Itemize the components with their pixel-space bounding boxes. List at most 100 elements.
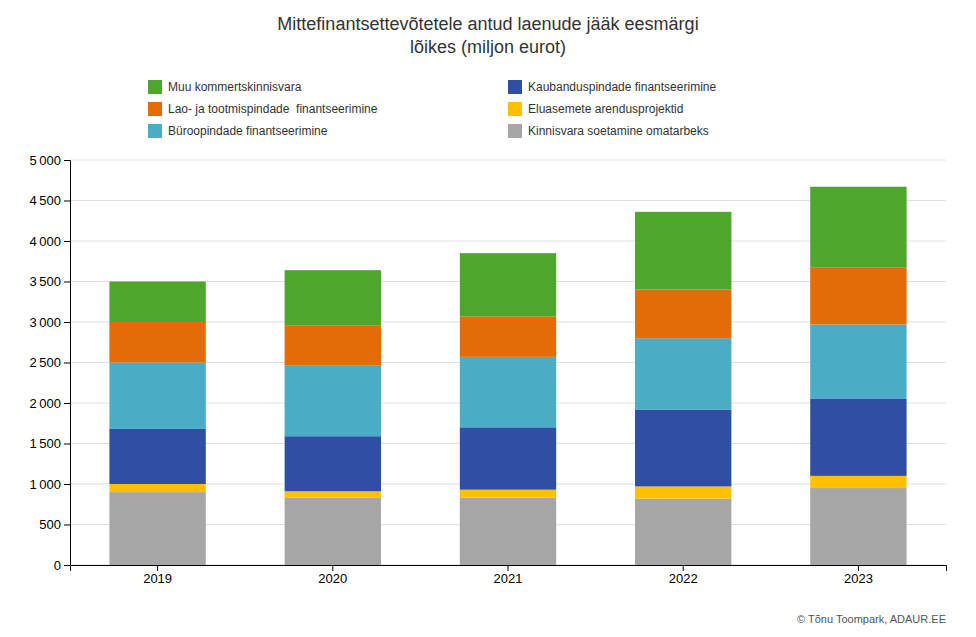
legend-label: Büroopindade finantseerimine (168, 124, 328, 138)
y-tick-mark (64, 444, 70, 445)
x-tick-mark (332, 565, 333, 571)
bar (460, 316, 556, 357)
legend-label: Lao- ja tootmispindade finantseerimine (168, 102, 378, 116)
x-tick: 2019 (143, 565, 172, 586)
x-tick-mark (508, 565, 509, 571)
y-tick: 4 500 (29, 193, 70, 208)
bar (285, 270, 381, 325)
bar (635, 290, 731, 339)
series (109, 187, 906, 326)
bar (109, 484, 205, 492)
bar (285, 436, 381, 491)
y-tick-label: 0 (54, 558, 61, 573)
y-tick-mark (64, 484, 70, 485)
title-line: lõikes (miljon eurot) (410, 37, 566, 57)
x-tick-label: 2019 (143, 571, 172, 586)
bar (810, 399, 906, 476)
y-tick: 500 (39, 517, 70, 532)
bar (109, 322, 205, 363)
bar (109, 429, 205, 484)
title: Mittefinantsettevõtetele antud laenude j… (277, 14, 698, 57)
bar (810, 187, 906, 268)
legend-label: Muu kommertskinnisvara (168, 80, 302, 94)
bars (109, 187, 906, 565)
bar (285, 498, 381, 565)
y-tick: 0 (54, 558, 70, 573)
y-tick-label: 4 000 (29, 234, 61, 249)
x-tick-label: 2020 (318, 571, 347, 586)
y-tick-label: 1 500 (29, 436, 61, 451)
legend-item: Kaubanduspindade finantseerimine (508, 80, 716, 94)
series (109, 488, 906, 565)
y-tick: 5 000 (29, 153, 70, 168)
legend-swatch (508, 124, 522, 138)
y-tick-label: 5 000 (29, 153, 61, 168)
x-tick-label: 2021 (494, 571, 523, 586)
y-tick-label: 3 000 (29, 315, 61, 330)
legend-item: Lao- ja tootmispindade finantseerimine (148, 102, 378, 116)
annotation: © Tõnu Toompark, ADAUR.EE (797, 613, 946, 625)
bar (810, 476, 906, 488)
bar (109, 363, 205, 429)
plot: 0 500 1 000 1 500 2 000 2 500 3 000 3 500 4 000 4… (29, 153, 946, 587)
title-line: Mittefinantsettevõtetele antud laenude j… (277, 14, 698, 34)
y-tick-label: 2 500 (29, 355, 61, 370)
legend-label: Kinnisvara soetamine omatarbeks (528, 124, 709, 138)
bar (635, 212, 731, 290)
legend-item: Muu kommertskinnisvara (148, 80, 302, 94)
x-axis: 2019 2020 2021 2022 2023 (71, 565, 947, 586)
y-tick-label: 3 500 (29, 274, 61, 289)
bar (460, 498, 556, 565)
bar (635, 338, 731, 409)
y-tick: 2 000 (29, 396, 70, 411)
bar (635, 499, 731, 565)
y-tick: 3 000 (29, 315, 70, 330)
y-tick-mark (64, 565, 70, 566)
grid-line (70, 160, 946, 161)
y-tick-mark (64, 403, 70, 404)
y-tick-label: 1 000 (29, 477, 61, 492)
y-tick-label: 500 (39, 517, 61, 532)
y-tick-mark (64, 322, 70, 323)
x-tick: 2023 (844, 565, 873, 586)
bar (810, 488, 906, 565)
x-tick: 2021 (494, 565, 523, 586)
legend-item: Eluasemete arendusprojektid (508, 102, 683, 116)
x-tick: 2020 (318, 565, 347, 586)
y-tick: 2 500 (29, 355, 70, 370)
legend-swatch (508, 102, 522, 116)
legend-label: Eluasemete arendusprojektid (528, 102, 683, 116)
bar (460, 357, 556, 427)
bar (285, 366, 381, 436)
bar (810, 324, 906, 399)
y-tick-mark (64, 282, 70, 283)
legend-swatch (148, 80, 162, 94)
bar (109, 282, 205, 323)
bar (460, 253, 556, 316)
x-tick-mark (858, 565, 859, 571)
y-tick-label: 2 000 (29, 396, 61, 411)
y-tick-mark (64, 160, 70, 161)
legend-item: Büroopindade finantseerimine (148, 124, 328, 138)
bar (285, 325, 381, 366)
grid (70, 160, 946, 565)
y-tick-mark (64, 241, 70, 242)
y-axis: 0 500 1 000 1 500 2 000 2 500 3 000 3 500 4 000 4… (29, 153, 70, 573)
y-tick: 3 500 (29, 274, 70, 289)
bar (460, 427, 556, 489)
bar (635, 409, 731, 486)
y-tick-mark (64, 363, 70, 364)
bar (635, 486, 731, 498)
bar (285, 491, 381, 497)
y-tick-mark (64, 201, 70, 202)
chart: Mittefinantsettevõtetele antud laenude j… (0, 0, 976, 637)
y-axis-line (64, 161, 71, 566)
legend: Muu kommertskinnisvara Lao- ja tootmispin… (148, 80, 716, 138)
x-tick-mark (157, 565, 158, 571)
x-tick: 2022 (669, 565, 698, 586)
y-tick: 1 000 (29, 477, 70, 492)
y-tick: 1 500 (29, 436, 70, 451)
y-tick-mark (64, 525, 70, 526)
y-tick-label: 4 500 (29, 193, 61, 208)
x-tick-label: 2022 (669, 571, 698, 586)
